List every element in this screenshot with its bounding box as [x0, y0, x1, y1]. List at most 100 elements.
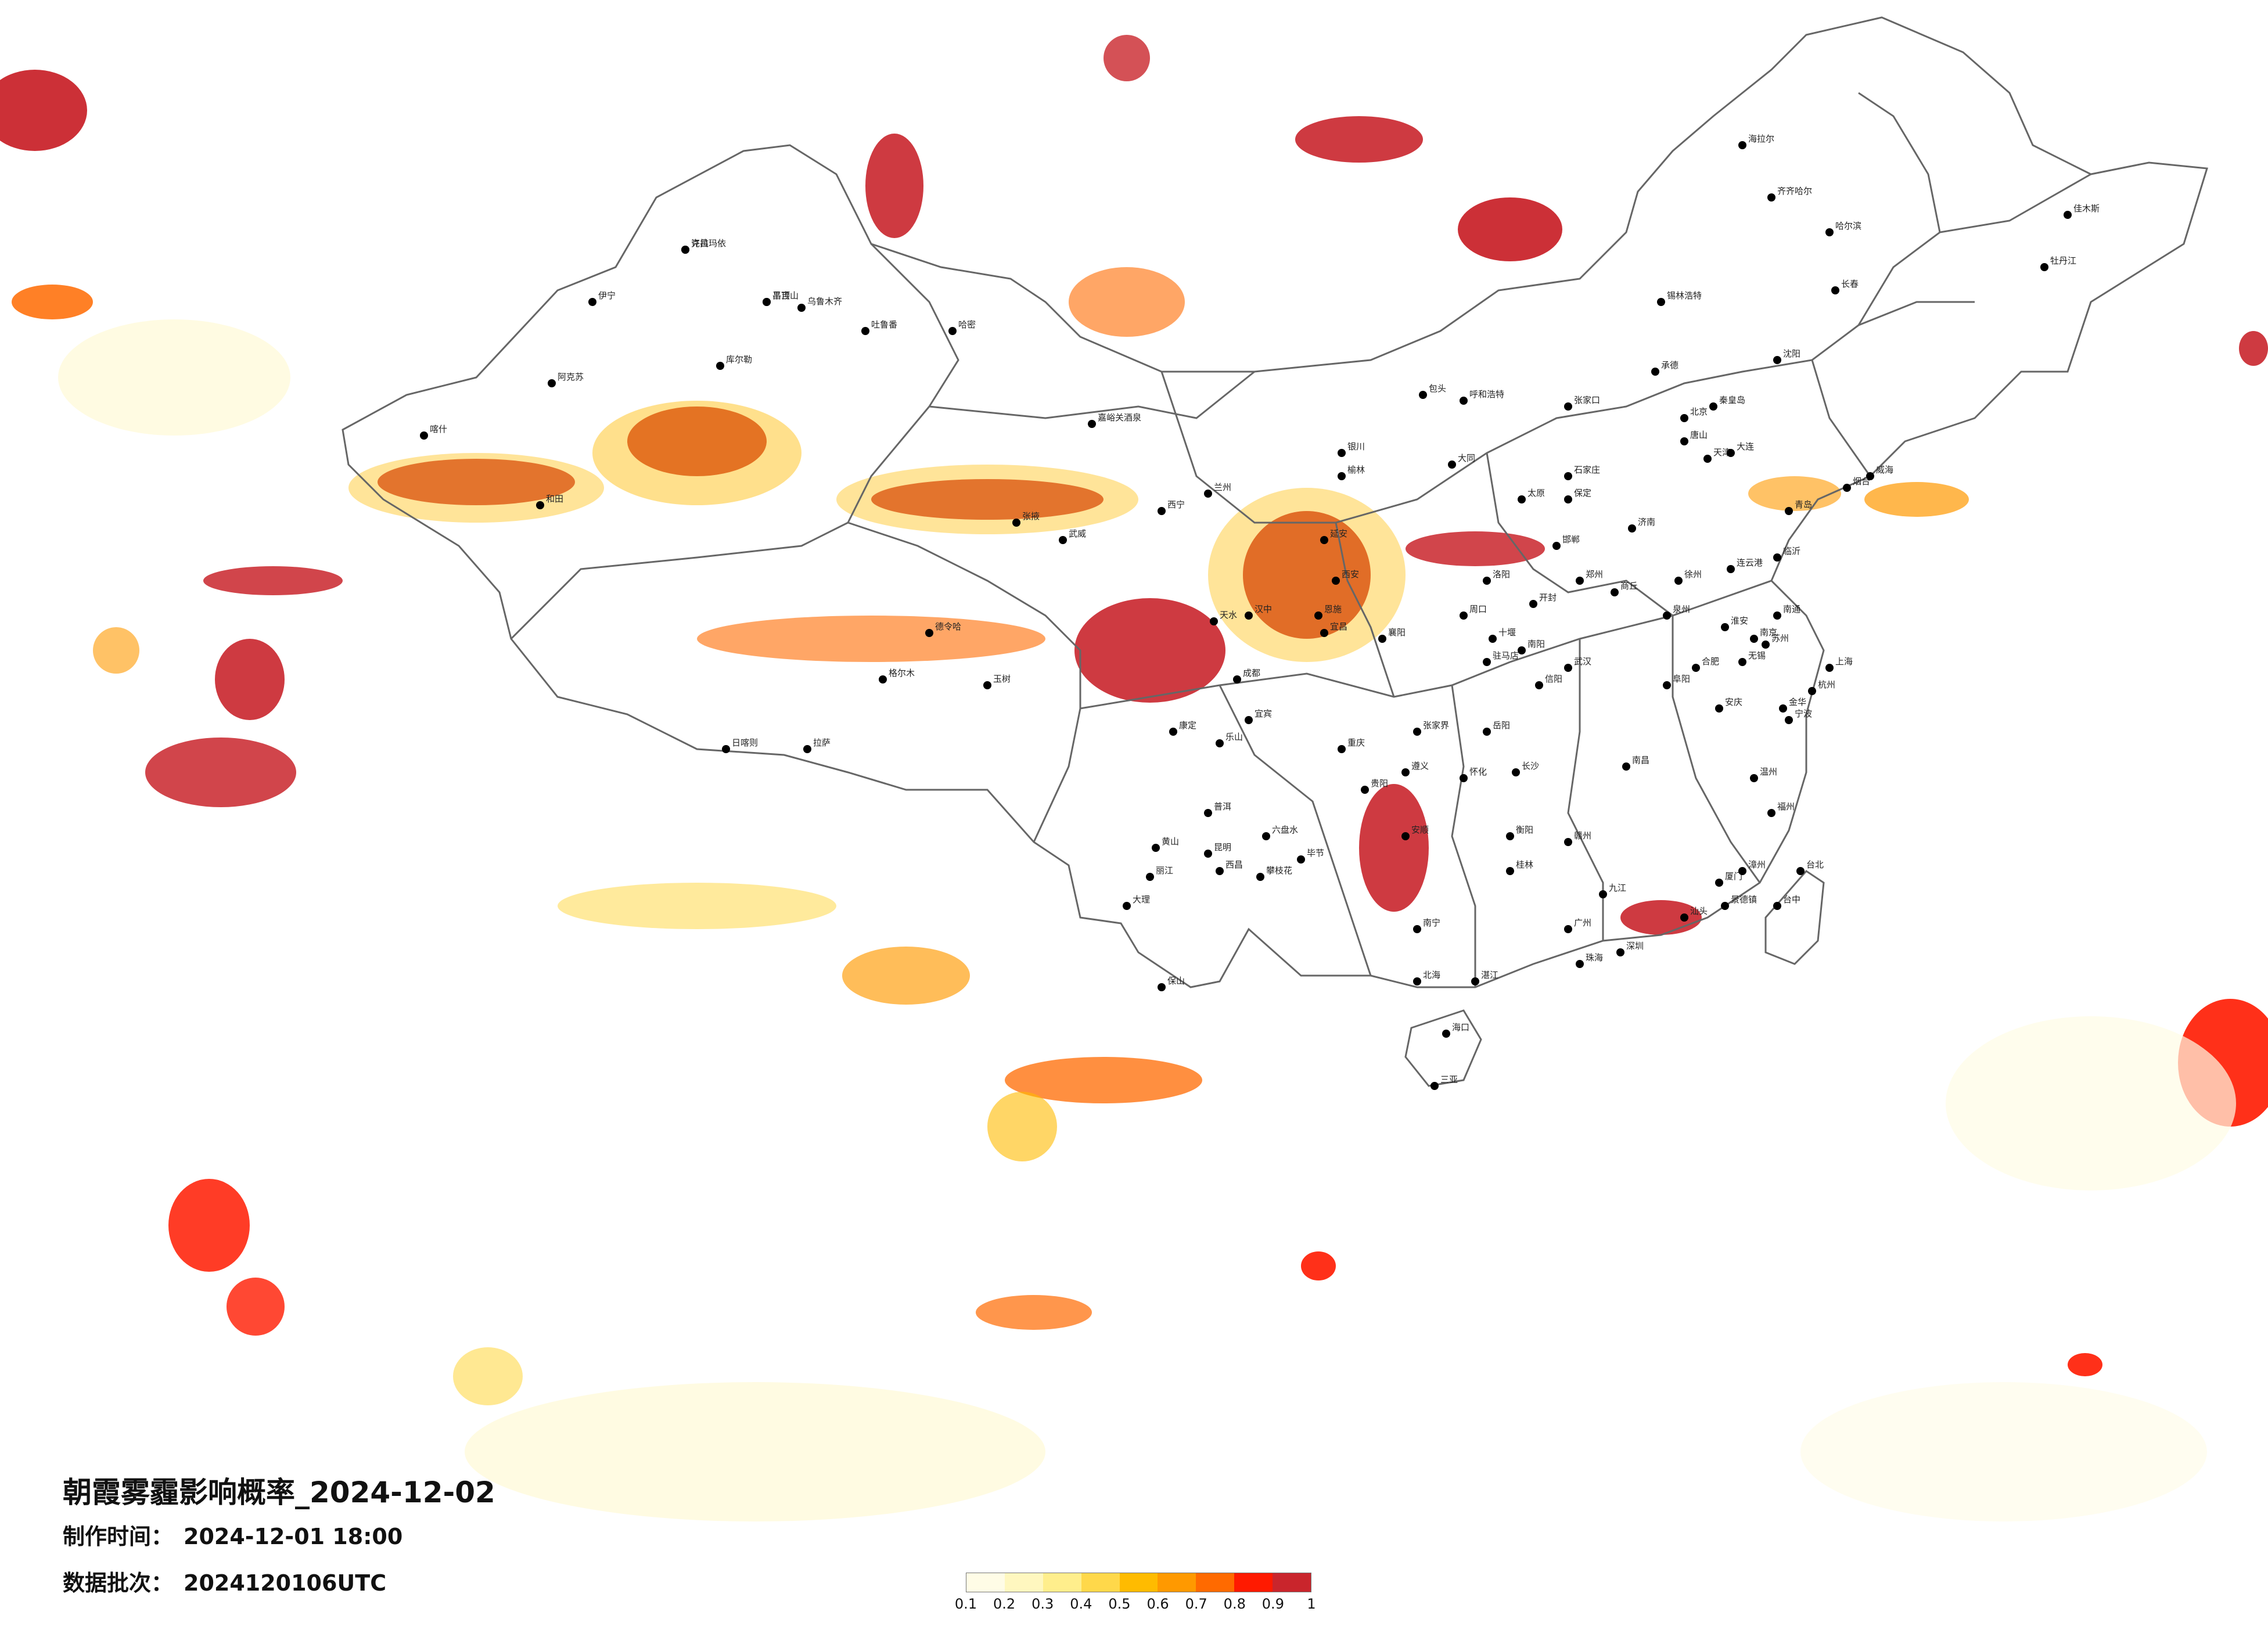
city-dot: [1512, 768, 1520, 776]
city-label: 福州: [1777, 801, 1795, 812]
city-dot: [1158, 507, 1166, 515]
city-dot: [763, 298, 771, 306]
city-label: 三亚: [1440, 1074, 1458, 1085]
city-dot: [797, 304, 806, 312]
data-batch-value: 2024120106UTC: [184, 1570, 387, 1596]
city-dot: [1773, 611, 1781, 620]
legend-swatch: [1158, 1573, 1196, 1592]
city-label: 连云港: [1737, 557, 1763, 568]
legend-swatch: [1196, 1573, 1235, 1592]
city-label: 克拉玛依: [691, 238, 726, 249]
city-marker: 成都: [1233, 668, 1260, 684]
city-label: 兰州: [1214, 482, 1231, 492]
city-marker: 攀枝花: [1256, 865, 1292, 881]
city-dot: [1535, 681, 1543, 689]
city-label: 邯郸: [1562, 534, 1580, 545]
city-dot: [1448, 461, 1456, 469]
city-dot: [1721, 902, 1729, 910]
city-marker: 安庆: [1715, 697, 1742, 713]
city-label: 衡阳: [1516, 825, 1533, 835]
city-marker: 南阳: [1518, 639, 1545, 654]
city-dot: [1123, 902, 1131, 910]
city-label: 长春: [1841, 279, 1859, 289]
city-marker: 无锡: [1738, 650, 1766, 666]
city-label: 承德: [1661, 360, 1678, 370]
city-label: 阜阳: [1673, 674, 1690, 684]
city-dot: [588, 298, 596, 306]
city-marker: 平顶山: [763, 290, 799, 306]
city-dot: [1204, 490, 1212, 498]
city-marker: 南宁: [1413, 918, 1440, 933]
legend-swatch: [1119, 1573, 1158, 1592]
legend-tick-label: 0.5: [1108, 1596, 1131, 1612]
city-dot: [1622, 762, 1630, 771]
city-dot: [1552, 542, 1561, 550]
city-label: 无锡: [1748, 650, 1766, 661]
city-dot: [1413, 728, 1421, 736]
city-marker: 北京: [1680, 406, 1708, 422]
city-marker: 恩施: [1314, 604, 1342, 620]
province-line: [1219, 685, 1372, 976]
city-label: 开封: [1539, 592, 1557, 603]
province-line: [1335, 522, 1395, 697]
city-dot: [1628, 524, 1636, 533]
city-label: 攀枝花: [1266, 865, 1292, 876]
city-label: 南昌: [1632, 755, 1649, 765]
city-label: 泉州: [1673, 604, 1690, 614]
city-marker: 襄阳: [1378, 627, 1406, 643]
city-label: 昌吉: [772, 290, 790, 301]
city-marker: 苏州: [1762, 633, 1789, 649]
city-dot: [1245, 611, 1253, 620]
city-label: 包头: [1429, 383, 1446, 394]
city-label: 石家庄: [1574, 465, 1600, 475]
city-marker: 齐齐哈尔: [1767, 186, 1812, 202]
city-marker: 张家口: [1564, 395, 1600, 411]
legend-tick-label: 0.3: [1031, 1596, 1054, 1612]
city-label: 太原: [1527, 488, 1545, 498]
city-marker: 昆明: [1204, 842, 1231, 858]
city-label: 安庆: [1725, 697, 1742, 707]
city-marker: 遵义: [1401, 761, 1429, 776]
city-marker: 赣州: [1564, 830, 1591, 846]
city-label: 玉树: [993, 674, 1011, 684]
city-marker: 大连: [1727, 441, 1754, 457]
city-label: 十堰: [1498, 627, 1516, 638]
city-dot: [1738, 658, 1746, 666]
city-marker: 延安: [1320, 528, 1347, 544]
city-label: 哈密: [958, 319, 976, 330]
city-label: 温州: [1760, 767, 1777, 777]
city-marker: 西安: [1332, 569, 1359, 585]
city-dot: [1866, 472, 1874, 480]
city-dot: [1657, 298, 1665, 306]
city-label: 恩施: [1324, 604, 1342, 614]
city-marker: 漳州: [1738, 859, 1766, 875]
city-label: 牡丹江: [2050, 256, 2076, 266]
probability-legend: 0.1 0.2 0.3 0.4 0.5 0.6 0.7 0.8 0.9 1: [955, 1573, 1316, 1619]
city-dot: [1703, 455, 1712, 463]
city-marker: 湛江: [1471, 970, 1498, 985]
city-label: 郑州: [1586, 569, 1603, 580]
city-label: 海拉尔: [1748, 134, 1774, 144]
city-label: 威海: [1876, 465, 1893, 475]
city-label: 淮安: [1731, 616, 1748, 626]
city-marker: 金华: [1779, 697, 1806, 713]
city-label: 唐山: [1690, 430, 1708, 440]
city-marker: 周口: [1460, 604, 1487, 620]
production-time-value: 2024-12-01 18:00: [184, 1524, 403, 1549]
legend-swatch: [1234, 1573, 1273, 1592]
legend-swatch: [1043, 1573, 1081, 1592]
city-marker: 杭州: [1808, 679, 1835, 695]
city-marker: 大理: [1123, 894, 1150, 910]
city-label: 汕头: [1690, 906, 1708, 916]
city-label: 湛江: [1481, 970, 1498, 980]
city-marker: 武汉: [1564, 656, 1591, 672]
city-dot: [1680, 913, 1688, 922]
legend-tick-label: 0.8: [1223, 1596, 1246, 1612]
city-label: 南通: [1783, 604, 1800, 614]
city-marker: 佳木斯: [2064, 203, 2100, 219]
city-marker: 武威: [1059, 528, 1086, 544]
city-marker: 宜宾: [1245, 708, 1272, 724]
city-marker: 哈密: [948, 319, 976, 335]
city-marker: 南京: [1750, 627, 1777, 643]
city-dot: [1767, 809, 1775, 817]
